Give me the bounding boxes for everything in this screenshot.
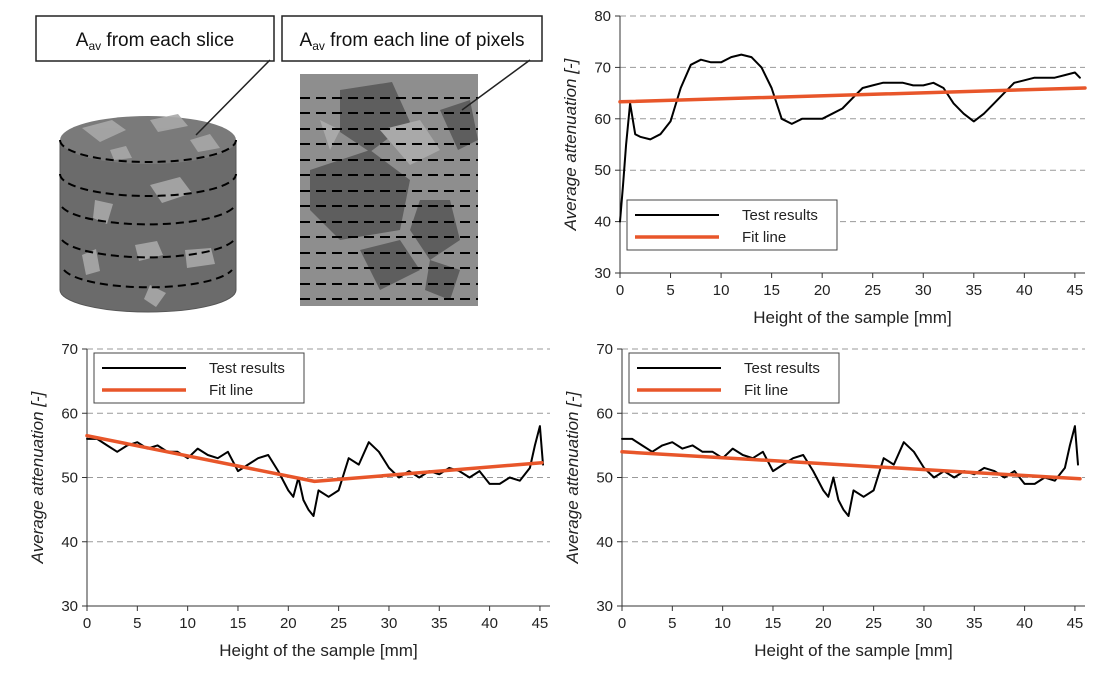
chart-top-right: 0 5 10 15 20 25 30 35 40 45 30 40 50 60 70 80 Height of … [561,8,1087,327]
x-tick-label: 10 [713,282,730,299]
y-tick-label: 40 [594,214,611,231]
cylinder-illustration [59,114,237,313]
y-tick-label: 70 [596,341,613,358]
series-test-results [619,53,1081,223]
y-axis-label: Average attenuation [-] [28,390,47,564]
legend-label: Fit line [209,382,253,399]
x-tick-label: 5 [668,615,676,632]
x-tick-label: 40 [1016,615,1033,632]
y-axis-label: Average attenuation [-] [563,390,582,564]
legend-label: Test results [742,207,818,224]
legend-label: Fit line [742,229,786,246]
legend-box [628,352,840,404]
legend: Test results Fit line [628,352,840,404]
x-tick-label: 30 [916,615,933,632]
callout-slice: Aav from each slice [35,15,275,136]
x-tick-label: 0 [83,615,91,632]
chart-bottom-right: 0 5 10 15 20 25 30 35 40 45 30 40 50 60 70 Height of th… [563,341,1085,660]
x-axis-label: Height of the sample [mm] [219,641,417,660]
series-fit-line [620,450,1082,481]
legend-box [626,199,838,251]
x-axis-label: Height of the sample [mm] [754,641,952,660]
x-tick-label: 5 [133,615,141,632]
x-tick-label: 45 [532,615,549,632]
y-tick-label: 60 [596,405,613,422]
x-tick-label: 20 [280,615,297,632]
y-tick-label: 30 [61,598,78,615]
x-tick-label: 30 [381,615,398,632]
x-tick-label: 15 [230,615,247,632]
x-tick-label: 5 [666,282,674,299]
y-tick-label: 40 [61,534,78,551]
x-tick-label: 25 [865,615,882,632]
legend: Test results Fit line [93,352,305,404]
y-tick-label: 40 [596,534,613,551]
series-test-results [86,425,544,517]
legend-label: Test results [744,360,820,377]
legend-box [93,352,305,404]
y-tick-label: 50 [61,470,78,487]
chart-bottom-left: 0 5 10 15 20 25 30 35 40 45 30 40 50 60 70 Height of th… [28,341,550,660]
y-tick-label: 60 [594,111,611,128]
x-tick-label: 45 [1067,615,1084,632]
x-tick-label: 0 [618,615,626,632]
x-tick-label: 25 [330,615,347,632]
y-tick-label: 60 [61,405,78,422]
legend-label: Test results [209,360,285,377]
y-tick-label: 50 [594,162,611,179]
x-tick-label: 25 [864,282,881,299]
x-tick-label: 0 [616,282,624,299]
callout-slice-label: Aav from each slice [76,30,234,53]
x-tick-label: 15 [763,282,780,299]
y-tick-label: 70 [594,59,611,76]
x-tick-label: 35 [966,615,983,632]
pixel-image-illustration [300,74,478,306]
x-tick-label: 10 [179,615,196,632]
series-fit-line [618,86,1087,104]
x-tick-label: 20 [815,615,832,632]
y-tick-label: 70 [61,341,78,358]
x-axis-label: Height of the sample [mm] [753,308,951,327]
series-test-results [621,425,1079,517]
x-tick-label: 20 [814,282,831,299]
x-tick-label: 35 [431,615,448,632]
x-tick-label: 35 [965,282,982,299]
x-tick-label: 15 [765,615,782,632]
legend-label: Fit line [744,382,788,399]
series-fit-line [85,433,544,484]
y-tick-label: 30 [594,265,611,282]
x-tick-label: 45 [1067,282,1084,299]
x-tick-label: 10 [714,615,731,632]
x-tick-label: 40 [1016,282,1033,299]
legend: Test results Fit line [626,199,838,251]
y-tick-label: 50 [596,470,613,487]
x-tick-label: 30 [915,282,932,299]
callout-pixels-label: Aav from each line of pixels [300,30,525,53]
y-tick-label: 30 [596,598,613,615]
y-axis-label: Average attenuation [-] [561,57,580,231]
callout-pixels: Aav from each line of pixels [281,15,543,111]
x-tick-label: 40 [481,615,498,632]
y-tick-label: 80 [594,8,611,25]
